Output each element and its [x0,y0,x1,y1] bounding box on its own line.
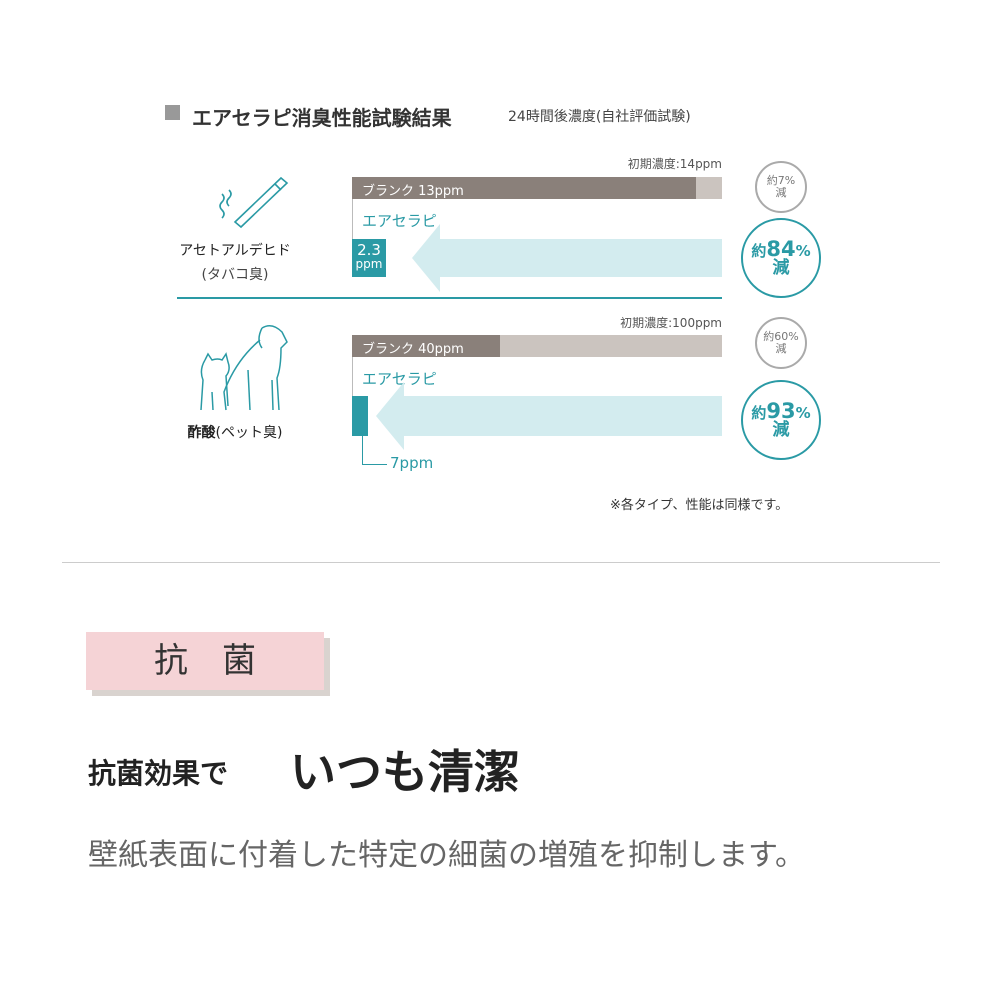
blank-bar [352,335,500,357]
initial-bar: ブランク 40ppm [352,335,722,357]
category-name: 酢酸 [187,425,216,441]
axis-line [352,335,353,435]
blank-reduction-badge: 約7% 減 [755,161,807,213]
axis-line [352,177,353,277]
category-sub: (タバコ臭) [201,267,269,283]
initial-bar: ブランク 13ppm [352,177,722,199]
blank-label: ブランク 40ppm [362,342,464,357]
footnote: ※各タイプ、性能は同様です。 [610,498,789,513]
section-divider [62,562,940,563]
product-value: 2.3 [357,241,381,259]
product-value: 7ppm [390,454,434,472]
product-bar: 2.3 ppm [352,239,386,277]
headline-small: 抗菌効果で [88,757,229,790]
title-square-icon [165,105,180,120]
initial-label: 初期濃度:100ppm [620,316,722,330]
product-reduction-badge: 約84% 減 [741,218,821,298]
leader-line [362,412,387,465]
category-name-line: 酢酸(ペット臭) [150,422,320,442]
chart-subtitle: 24時間後濃度(自社評価試験) [508,109,691,125]
category-sub: (ペット臭) [215,425,283,441]
section-body: 壁紙表面に付着した特定の細菌の増殖を抑制します。 [88,838,805,873]
blank-label: ブランク 13ppm [362,184,464,199]
initial-label: 初期濃度:14ppm [627,157,722,171]
chart-title: エアセラピ消臭性能試験結果 [192,106,452,130]
pet-icon [200,325,288,411]
group-divider [177,297,722,299]
product-reduction-badge: 約93% 減 [741,380,821,460]
category-name: アセトアルデヒド [179,243,291,259]
arrow-left-icon [376,382,404,450]
blank-reduction-badge: 約60% 減 [755,317,807,369]
arrow-body [440,239,722,277]
arrow-left-icon [412,224,440,292]
section-label: 抗 菌 [86,632,324,690]
product-unit: ppm [355,257,383,271]
product-bar [352,396,368,436]
blank-bar [352,177,696,199]
cigarette-icon [219,176,289,229]
arrow-body [403,396,722,436]
headline-large: いつも清潔 [290,745,520,799]
